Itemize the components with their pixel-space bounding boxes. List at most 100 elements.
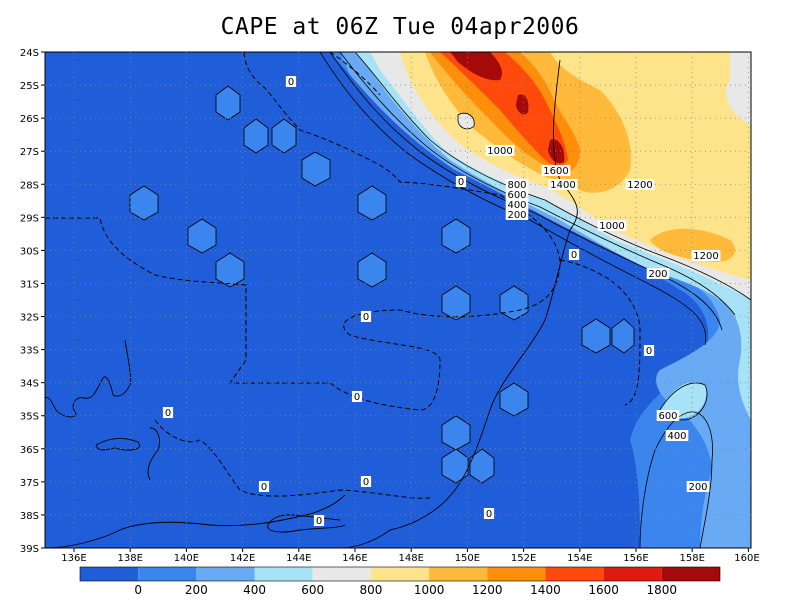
contour-label-bg xyxy=(656,410,680,421)
lat-tick-label: 25S xyxy=(20,81,39,92)
contour-label: 0 xyxy=(646,346,652,357)
colorbar-swatch xyxy=(661,567,720,581)
lat-tick-label: 30S xyxy=(20,246,39,257)
lon-tick-label: 148E xyxy=(398,553,423,564)
cape-band-1800-b xyxy=(516,94,529,115)
lon-tick-label: 146E xyxy=(342,553,367,564)
longitude-labels: 136E 138E 140E 142E 144E 146E 148E 150E 152E 154E… xyxy=(61,553,759,564)
contour-label-bg xyxy=(162,407,174,418)
lat-tick-label: 36S xyxy=(20,445,39,456)
lon-tick-label: 138E xyxy=(117,553,142,564)
contour-label: 0 xyxy=(261,482,267,493)
colorbar-swatch xyxy=(254,567,313,581)
contour-label: 400 xyxy=(507,200,526,211)
cape-band-1800 xyxy=(450,52,502,81)
lat-tick-label: 33S xyxy=(20,346,39,357)
contour-label: 1600 xyxy=(543,166,568,177)
gray-blob xyxy=(457,112,475,130)
latitude-labels: 24S 25S 26S 27S 28S 29S 30S 31S 32S 33S 34S 35S 36S 3… xyxy=(20,48,39,555)
colorbar-label: 1800 xyxy=(647,583,678,597)
contour-label-bg xyxy=(568,249,580,260)
lat-tick-label: 32S xyxy=(20,313,39,324)
colorbar-label: 0 xyxy=(134,583,142,597)
cape-band-1800-c xyxy=(548,139,565,164)
lon-tick-label: 144E xyxy=(286,553,311,564)
contour-label: 0 xyxy=(458,177,464,188)
contour-label-bg xyxy=(505,209,529,220)
colorbar-label: 1600 xyxy=(588,583,619,597)
contour-label-bg xyxy=(285,76,297,87)
lat-tick-label: 37S xyxy=(20,478,39,489)
plot-frame xyxy=(44,51,752,549)
colorbar-label: 800 xyxy=(359,583,382,597)
cape-band-1600 xyxy=(440,52,568,166)
contour-label-bg xyxy=(360,476,372,487)
contour-label: 1000 xyxy=(487,146,512,157)
contour-label-bg xyxy=(686,481,710,492)
contour-label-bg xyxy=(505,199,529,210)
lon-tick-label: 152E xyxy=(511,553,536,564)
lat-tick-label: 34S xyxy=(20,379,39,390)
contour-label-bg xyxy=(505,179,529,190)
colorbar-swatch xyxy=(312,567,371,581)
lat-tick-label: 31S xyxy=(20,279,39,290)
lon-tick-label: 142E xyxy=(230,553,255,564)
colorbar-frame xyxy=(79,566,721,582)
colorbar-label: 1400 xyxy=(530,583,561,597)
contour-label-bg xyxy=(313,515,325,526)
contour-label: 1200 xyxy=(627,180,652,191)
lat-tick-label: 27S xyxy=(20,147,39,158)
contour-label: 400 xyxy=(667,431,686,442)
contour-label: 600 xyxy=(658,411,677,422)
contour-label-bg xyxy=(483,508,495,519)
contour-label-bg xyxy=(360,311,372,322)
contour-label: 0 xyxy=(165,408,171,419)
colorbar-swatch xyxy=(545,567,604,581)
lat-tick-label: 24S xyxy=(20,48,39,59)
map-title: CAPE at 06Z Tue 04apr2006 xyxy=(220,14,580,40)
colorbar-swatch xyxy=(138,567,197,581)
contour-label: 1200 xyxy=(693,251,718,262)
lon-tick-label: 156E xyxy=(623,553,648,564)
contour-label-bg xyxy=(485,145,515,156)
contour-label-bg xyxy=(643,345,655,356)
contour-label-bg xyxy=(665,430,689,441)
contour-label: 200 xyxy=(507,210,526,221)
lon-tick-label: 154E xyxy=(567,553,592,564)
contour-label-bg xyxy=(351,391,363,402)
colorbar-label: 200 xyxy=(185,583,208,597)
contour-label-bg xyxy=(505,189,529,200)
contour-label: 0 xyxy=(288,77,294,88)
contour-label-bg xyxy=(541,165,571,176)
offshore-contours xyxy=(319,52,751,548)
contour-label: 1000 xyxy=(599,221,624,232)
lon-tick-label: 160E xyxy=(734,553,759,564)
lat-tick-label: 39S xyxy=(20,544,39,555)
colorbar-label: 1200 xyxy=(472,583,503,597)
lat-tick-label: 38S xyxy=(20,511,39,522)
lat-tick-label: 35S xyxy=(20,412,39,423)
colorbar-labels: 0 200 400 600 800 1000 1200 1400 1600 1800 xyxy=(134,583,677,597)
lon-tick-label: 136E xyxy=(61,553,86,564)
colorbar-swatch xyxy=(370,567,430,581)
contour-label-bg xyxy=(597,220,627,231)
lat-tick-label: 28S xyxy=(20,180,39,191)
contour-label: 0 xyxy=(316,516,322,527)
contour-label: 800 xyxy=(507,180,526,191)
colorbar xyxy=(79,566,721,582)
cape-band-600-island xyxy=(660,381,707,419)
contour-label-bg xyxy=(548,179,578,190)
contour-label: 0 xyxy=(486,509,492,520)
zero-contours xyxy=(45,52,641,499)
contour-label: 0 xyxy=(571,250,577,261)
cape-field xyxy=(45,52,751,548)
contour-label: 0 xyxy=(363,312,369,323)
colorbar-swatch xyxy=(429,567,488,581)
contour-label: 600 xyxy=(507,190,526,201)
lat-tick-label: 29S xyxy=(20,213,39,224)
contour-label-bg xyxy=(455,176,467,187)
colorbar-label: 600 xyxy=(301,583,324,597)
graticule xyxy=(41,51,751,552)
colorbar-label: 1000 xyxy=(414,583,445,597)
